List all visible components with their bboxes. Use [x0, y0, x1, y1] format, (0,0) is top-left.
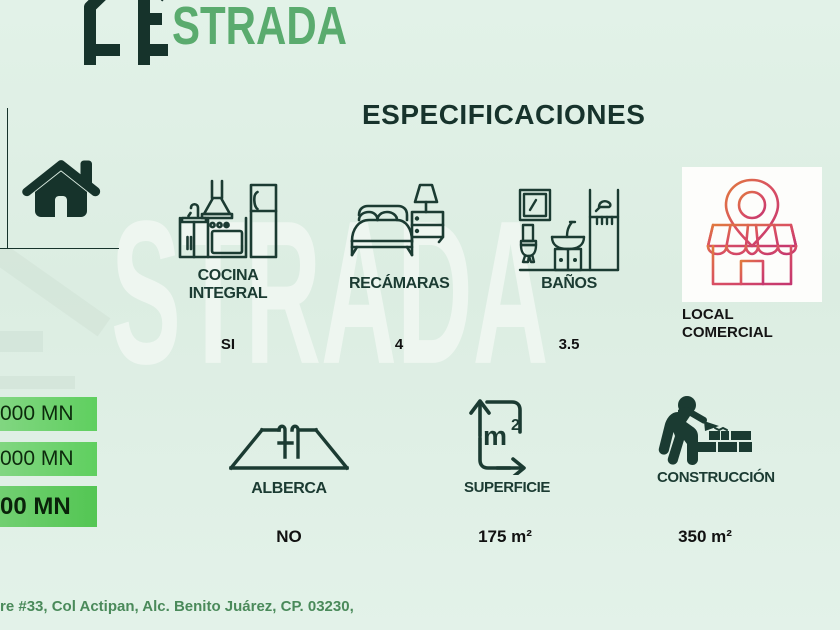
svg-text:2: 2 — [511, 417, 520, 434]
svg-text:m: m — [483, 421, 507, 451]
svg-text:STRADA: STRADA — [172, 0, 347, 56]
